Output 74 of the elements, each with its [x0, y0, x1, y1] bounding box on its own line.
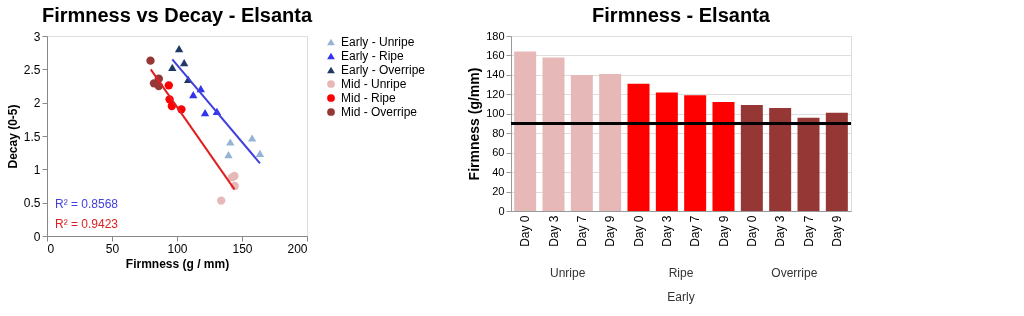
y-tick-label: 40 — [492, 165, 505, 178]
x-tick-label: Day 0 — [631, 215, 646, 247]
legend-label: Early - Overripe — [341, 63, 426, 77]
y-tick-label: 1 — [33, 162, 41, 177]
annotation: R² = 0.9423 — [55, 217, 119, 231]
y-tick-label: 60 — [492, 146, 505, 159]
bar — [627, 83, 650, 211]
point — [247, 134, 257, 142]
x-tick-label: Day 3 — [773, 215, 788, 247]
legend-label: Mid - Overripe — [341, 105, 418, 119]
bar — [769, 107, 792, 211]
y-tick-label: 100 — [486, 107, 505, 120]
x-tick-label: Day 9 — [603, 215, 618, 247]
y-tick-label: 3 — [33, 29, 41, 44]
x-tick-label: 100 — [167, 241, 188, 256]
bar — [740, 105, 763, 211]
bar — [825, 112, 848, 211]
y-tick-label: 2 — [33, 96, 41, 111]
legend-label: Mid - Unripe — [341, 77, 407, 91]
y-tick-label: 180 — [486, 29, 505, 42]
x-tick-label: Day 7 — [574, 215, 589, 247]
x-tick-label: Day 3 — [546, 215, 561, 247]
bar — [655, 92, 678, 211]
y-axis-title: Decay (0-5) — [5, 104, 20, 169]
point — [224, 151, 233, 159]
x-tick-label: 150 — [232, 241, 253, 256]
x-tick-label: Day 0 — [518, 215, 533, 247]
y-tick-label: 0.5 — [23, 196, 41, 211]
bar — [797, 117, 820, 211]
text: Ripe — [668, 266, 694, 280]
x-tick-label: Day 9 — [829, 215, 844, 247]
x-tick-label: 200 — [287, 241, 308, 256]
x-tick-label: Day 9 — [716, 215, 731, 247]
x-tick-label: Day 7 — [801, 215, 816, 247]
bar — [684, 95, 707, 211]
text: Unripe — [549, 266, 586, 280]
text: Overripe — [771, 266, 818, 280]
point — [217, 196, 226, 205]
bar — [570, 74, 593, 211]
point — [179, 59, 189, 67]
y-tick-label: 120 — [486, 87, 505, 100]
chart-title: Firmness vs Decay - Elsanta — [41, 4, 313, 26]
point — [146, 56, 155, 65]
chart-title: Firmness - Elsanta — [592, 4, 771, 26]
y-tick-label: 80 — [492, 126, 505, 139]
y-tick-label: 140 — [486, 68, 505, 81]
text: Early — [667, 290, 695, 304]
x-tick-label: 0 — [47, 241, 55, 256]
point — [164, 81, 173, 90]
x-tick-label: Day 7 — [688, 215, 703, 247]
x-axis-title: Firmness (g / mm) — [125, 256, 230, 271]
legend-label: Mid - Ripe — [341, 91, 397, 105]
point — [255, 149, 265, 157]
point — [189, 91, 198, 99]
y-tick-label: 1.5 — [23, 129, 41, 144]
y-axis-title: Firmness (g/mm) — [466, 67, 483, 181]
bar — [542, 57, 565, 211]
x-tick-label: Day 0 — [744, 215, 759, 247]
x-tick-label: 50 — [105, 241, 120, 256]
bar — [712, 102, 735, 211]
point — [168, 63, 177, 71]
annotation: R² = 0.8568 — [55, 197, 119, 211]
bar — [514, 51, 537, 211]
legend-label: Early - Ripe — [341, 49, 405, 63]
point — [200, 109, 210, 117]
y-tick-label: 160 — [486, 48, 505, 61]
legend-label: Early - Unripe — [341, 35, 415, 49]
x-tick-label: Day 3 — [659, 215, 674, 247]
y-tick-label: 2.5 — [23, 62, 41, 77]
y-tick-label: 20 — [492, 185, 505, 198]
y-tick-label: 0 — [498, 204, 505, 217]
point — [226, 138, 235, 146]
bar — [599, 73, 622, 211]
point — [174, 45, 184, 53]
